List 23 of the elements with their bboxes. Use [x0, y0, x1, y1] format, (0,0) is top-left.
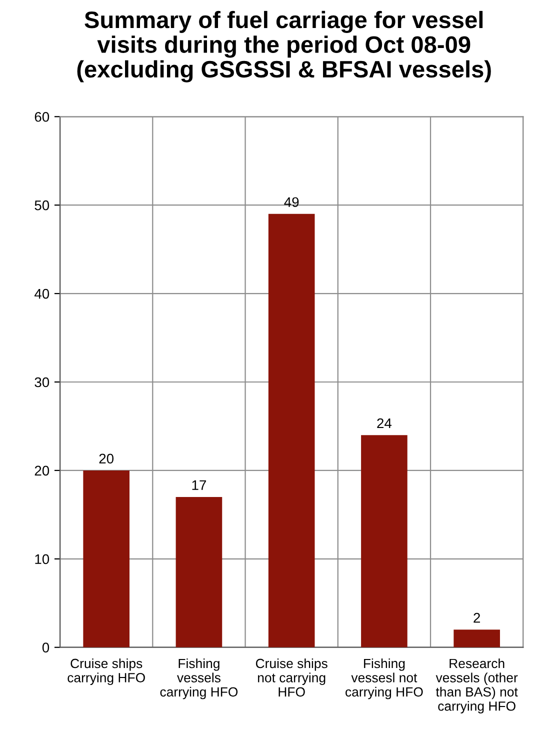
- y-tick-label: 0: [42, 642, 50, 653]
- bar: [361, 435, 408, 648]
- chart-title: Summary of fuel carriage for vessel visits during the period Oct 08-09 (excluding GSGSSI & BFSAI vessels): [77, 10, 491, 82]
- data-label: 17: [192, 480, 206, 490]
- bar: [83, 470, 130, 648]
- data-label: 24: [377, 418, 392, 428]
- bar: [454, 630, 500, 648]
- bar: [176, 496, 222, 648]
- data-label: 20: [99, 454, 114, 464]
- y-tick-label: 20: [34, 466, 50, 476]
- x-tick-label: Research vessels (other than BAS) not carrying HFO: [436, 658, 518, 714]
- y-tick-label: 40: [34, 288, 50, 299]
- x-tick-label: Cruise ships not carrying HFO: [256, 658, 328, 697]
- x-tick-label: Fishing vessels carrying HFO: [160, 658, 238, 700]
- data-label: 49: [284, 197, 299, 208]
- x-tick-label: Cruise ships carrying HFO: [68, 658, 145, 685]
- data-label: 2: [474, 612, 480, 623]
- y-tick-label: 50: [34, 200, 50, 210]
- y-tick-label: 30: [34, 377, 50, 388]
- y-tick-label: 60: [34, 112, 50, 122]
- x-tick-label: Fishing vessesl not carrying HFO: [346, 658, 423, 700]
- y-tick-label: 10: [35, 554, 50, 564]
- bar: [268, 214, 315, 648]
